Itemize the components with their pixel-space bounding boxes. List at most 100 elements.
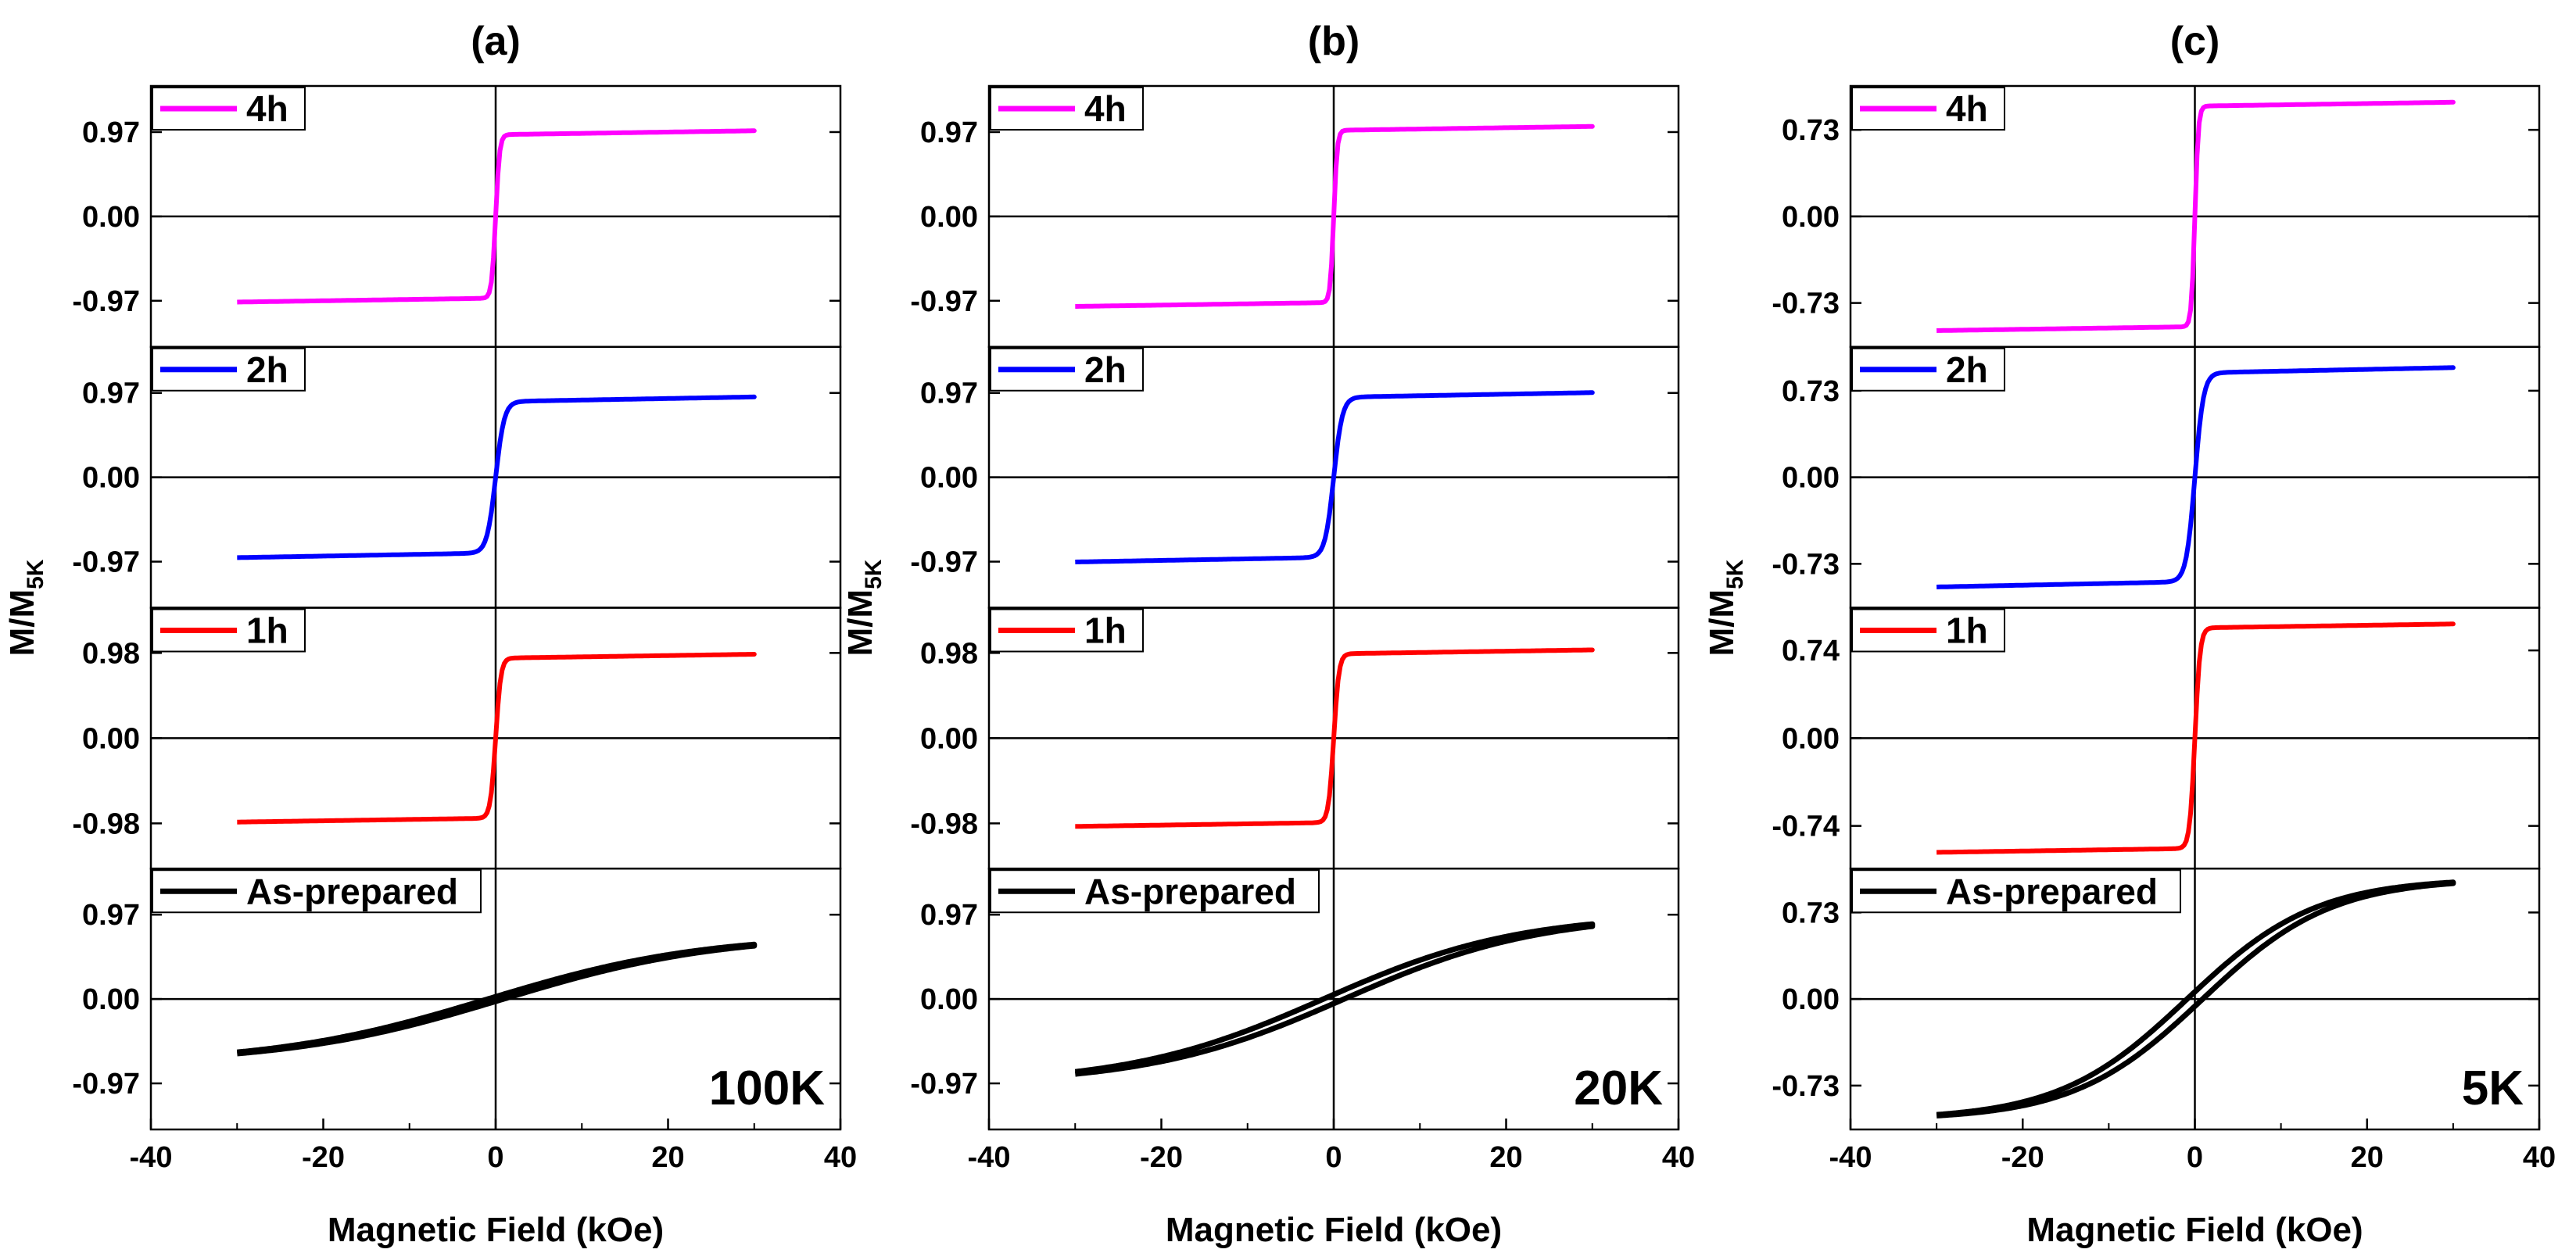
y-axis-title-main: M/M [1703, 589, 1741, 657]
y-tick-label: -0.97 [72, 1068, 140, 1101]
series-line-As-prepared [1936, 879, 2456, 1119]
y-tick-label: -0.97 [910, 546, 978, 579]
y-tick-label: -0.98 [72, 807, 140, 840]
legend-label: 2h [246, 349, 288, 390]
y-tick-label: -0.73 [1772, 548, 1840, 581]
subplot-2h: 0.97 0.00 -0.97 2h [910, 345, 1680, 609]
x-tick-label: -40 [968, 1141, 1011, 1174]
x-axis-title: Magnetic Field (kOe) [1166, 1211, 1502, 1249]
legend-label: 1h [1084, 610, 1127, 651]
y-tick-label: 0.00 [82, 983, 140, 1016]
subplot-1h: 0.74 0.00 -0.74 1h [1772, 607, 2541, 870]
panel-1: (b) 0.97 0.00 -0.97 4h 0.97 0.00 -0.97 2h 0.98 0.0… [841, 19, 1695, 1249]
legend-label: As-prepared [246, 871, 458, 911]
series-line-1h [237, 652, 757, 825]
subplot-1h: 0.98 0.00 -0.98 1h [910, 607, 1680, 870]
legend: 2h [1851, 347, 2005, 392]
panel-label: (c) [2170, 19, 2220, 64]
x-tick-label: -20 [1140, 1141, 1183, 1174]
y-tick-label: 0.97 [920, 899, 978, 932]
y-axis-title: M/M5K [3, 559, 48, 656]
x-tick-label: 40 [824, 1141, 857, 1174]
y-tick-label: -0.97 [72, 546, 140, 579]
y-tick-label: 0.97 [82, 378, 140, 410]
legend: 2h [152, 347, 306, 392]
y-tick-label: 0.00 [920, 983, 978, 1016]
legend: 1h [990, 608, 1144, 653]
y-tick-label: -0.73 [1772, 1070, 1840, 1103]
series-line-2h [237, 394, 757, 560]
x-tick-label: 20 [651, 1141, 684, 1174]
y-tick-label: 0.73 [1782, 114, 1840, 147]
y-tick-label: 0.97 [82, 899, 140, 932]
y-axis-title: M/M5K [841, 559, 887, 656]
x-tick-label: 20 [1489, 1141, 1522, 1174]
panel-0: (a) 0.97 0.00 -0.97 4h 0.97 0.00 -0.97 2h 0.98 0.0… [3, 19, 857, 1249]
y-axis-title-main: M/M [841, 589, 880, 657]
subplot-2h: 0.97 0.00 -0.97 2h [72, 345, 842, 609]
subplot-2h: 0.73 0.00 -0.73 2h [1772, 345, 2541, 609]
y-tick-label: 0.00 [1782, 722, 1840, 755]
legend-label: 4h [1084, 88, 1127, 129]
series-line-As-prepared [236, 941, 758, 1057]
y-tick-label: 0.98 [82, 637, 140, 670]
series-line-4h [1075, 123, 1595, 309]
y-axis-title-sub: 5K [861, 559, 887, 589]
series-line-As-prepared [1074, 921, 1596, 1077]
x-tick-label: 0 [1325, 1141, 1342, 1174]
y-axis-title: M/M5K [1703, 559, 1748, 656]
y-tick-label: 0.74 [1782, 635, 1840, 668]
x-tick-label: -20 [302, 1141, 345, 1174]
y-tick-label: 0.98 [920, 637, 978, 670]
legend: 4h [152, 87, 306, 131]
x-tick-label: 40 [2523, 1141, 2556, 1174]
y-tick-label: 0.00 [82, 722, 140, 755]
subplot-4h: 0.97 0.00 -0.97 4h [72, 84, 842, 348]
series-line-1h [1075, 647, 1595, 829]
x-tick-label: 40 [1662, 1141, 1695, 1174]
y-tick-label: 0.00 [920, 722, 978, 755]
subplot-As-prepared: 0.97 0.00 -0.97 As-prepared [910, 868, 1680, 1131]
temperature-label: 100K [709, 1061, 825, 1115]
x-tick-label: -20 [2001, 1141, 2044, 1174]
subplot-4h: 0.97 0.00 -0.97 4h [910, 84, 1680, 348]
y-tick-label: -0.97 [910, 285, 978, 318]
y-axis-title-sub: 5K [23, 559, 48, 589]
y-tick-label: 0.00 [920, 462, 978, 495]
y-tick-label: -0.73 [1772, 288, 1840, 320]
legend-label: As-prepared [1946, 871, 2158, 911]
x-tick-label: 20 [2351, 1141, 2384, 1174]
panel-label: (b) [1308, 19, 1360, 64]
y-tick-label: -0.97 [72, 285, 140, 318]
legend: 4h [990, 87, 1144, 131]
legend-box [1851, 869, 2181, 914]
y-tick-label: -0.97 [910, 1068, 978, 1101]
y-tick-label: 0.00 [920, 201, 978, 234]
series-line-2h [1936, 365, 2456, 589]
subplot-1h: 0.98 0.00 -0.98 1h [72, 607, 842, 870]
series-line-4h [237, 128, 757, 305]
legend-label: 4h [1946, 88, 1988, 129]
legend-label: 1h [1946, 610, 1988, 651]
x-axis-title: Magnetic Field (kOe) [328, 1211, 664, 1249]
y-tick-label: 0.00 [1782, 462, 1840, 495]
legend-label: As-prepared [1084, 871, 1296, 911]
y-axis-title-sub: 5K [1722, 559, 1748, 589]
panel-2: (c) 0.73 0.00 -0.73 4h 0.73 0.00 -0.73 2h 0.74 0.0… [1703, 19, 2556, 1249]
legend-label: 2h [1946, 349, 1988, 390]
y-tick-label: 0.97 [920, 378, 978, 410]
y-tick-label: 0.00 [82, 201, 140, 234]
y-tick-label: -0.98 [910, 807, 978, 840]
x-tick-label: -40 [130, 1141, 173, 1174]
y-tick-label: 0.73 [1782, 897, 1840, 929]
y-tick-label: 0.00 [82, 462, 140, 495]
x-tick-label: 0 [487, 1141, 503, 1174]
subplot-4h: 0.73 0.00 -0.73 4h [1772, 84, 2541, 348]
legend-label: 4h [246, 88, 288, 129]
legend: 1h [152, 608, 306, 653]
temperature-label: 20K [1574, 1061, 1663, 1115]
panel-label: (a) [471, 19, 521, 64]
legend: As-prepared [990, 869, 1320, 914]
legend: 1h [1851, 608, 2005, 653]
